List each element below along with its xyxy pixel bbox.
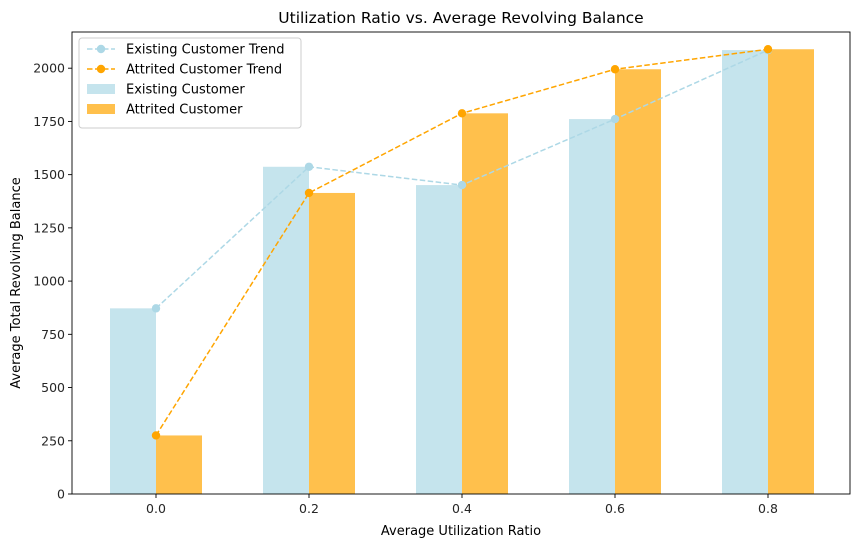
- bar-attrited-0: [156, 435, 202, 494]
- legend-marker-existing-customer-trend: [96, 44, 106, 54]
- legend-label-attrited-customer: Attrited Customer: [126, 103, 243, 118]
- legend-label-existing-customer-trend: Existing Customer Trend: [126, 43, 284, 58]
- legend-marker-attrited-customer-trend: [96, 64, 106, 74]
- legend-swatch-existing-customer: [87, 84, 115, 94]
- x-tick-label-1: 0.2: [299, 501, 319, 516]
- y-tick-label-4: 1000: [33, 274, 65, 289]
- trend-point-attrited-1: [304, 188, 314, 198]
- x-tick-label-2: 0.4: [452, 501, 472, 516]
- bar-attrited-3: [615, 69, 661, 495]
- chart-title: Utilization Ratio vs. Average Revolving …: [278, 9, 643, 27]
- trend-point-attrited-0: [151, 431, 161, 440]
- bar-existing-2: [416, 185, 462, 494]
- y-tick-label-7: 1750: [33, 114, 65, 129]
- y-tick-label-0: 0: [57, 487, 65, 502]
- plot-frame: [71, 31, 851, 495]
- x-tick-label-3: 0.6: [605, 501, 625, 516]
- trend-point-existing-1: [304, 162, 314, 171]
- trend-point-existing-0: [151, 304, 161, 313]
- legend-box: [78, 37, 302, 129]
- y-tick-label-2: 500: [41, 380, 65, 395]
- bar-existing-0: [110, 308, 156, 494]
- plot-area: 0 250 500 750 1000 1250 1500 1750 2000 0.0 0.2 0.4 0…: [33, 31, 851, 516]
- legend-label-attrited-customer-trend: Attrited Customer Trend: [126, 63, 282, 78]
- legend-label-existing-customer: Existing Customer: [126, 83, 245, 98]
- trend-point-attrited-4: [763, 45, 773, 54]
- y-tick-label-1: 250: [41, 433, 65, 448]
- y-tick-label-8: 2000: [33, 61, 65, 76]
- trend-point-existing-3: [610, 114, 620, 124]
- x-tick-label-4: 0.8: [758, 501, 778, 516]
- trend-point-attrited-2: [457, 109, 467, 118]
- legend: Existing Customer Trend Attrited Customer…: [78, 37, 302, 129]
- bar-existing-3: [569, 119, 615, 494]
- y-tick-label-6: 1500: [33, 167, 65, 182]
- bar-existing-1: [263, 166, 309, 494]
- bar-attrited-1: [309, 192, 355, 494]
- bar-attrited-2: [462, 113, 508, 494]
- x-tick-label-0: 0.0: [146, 501, 166, 516]
- y-tick-label-3: 750: [41, 327, 65, 342]
- trend-point-existing-2: [457, 180, 467, 190]
- y-axis-label: Average Total Revolving Balance: [9, 177, 24, 389]
- trend-point-attrited-3: [610, 65, 620, 74]
- legend-swatch-attrited-customer: [87, 104, 115, 114]
- y-tick-label-5: 1250: [33, 220, 65, 235]
- bar-existing-4: [722, 50, 768, 495]
- bar-attrited-4: [768, 49, 814, 494]
- x-axis-label: Average Utilization Ratio: [381, 524, 541, 539]
